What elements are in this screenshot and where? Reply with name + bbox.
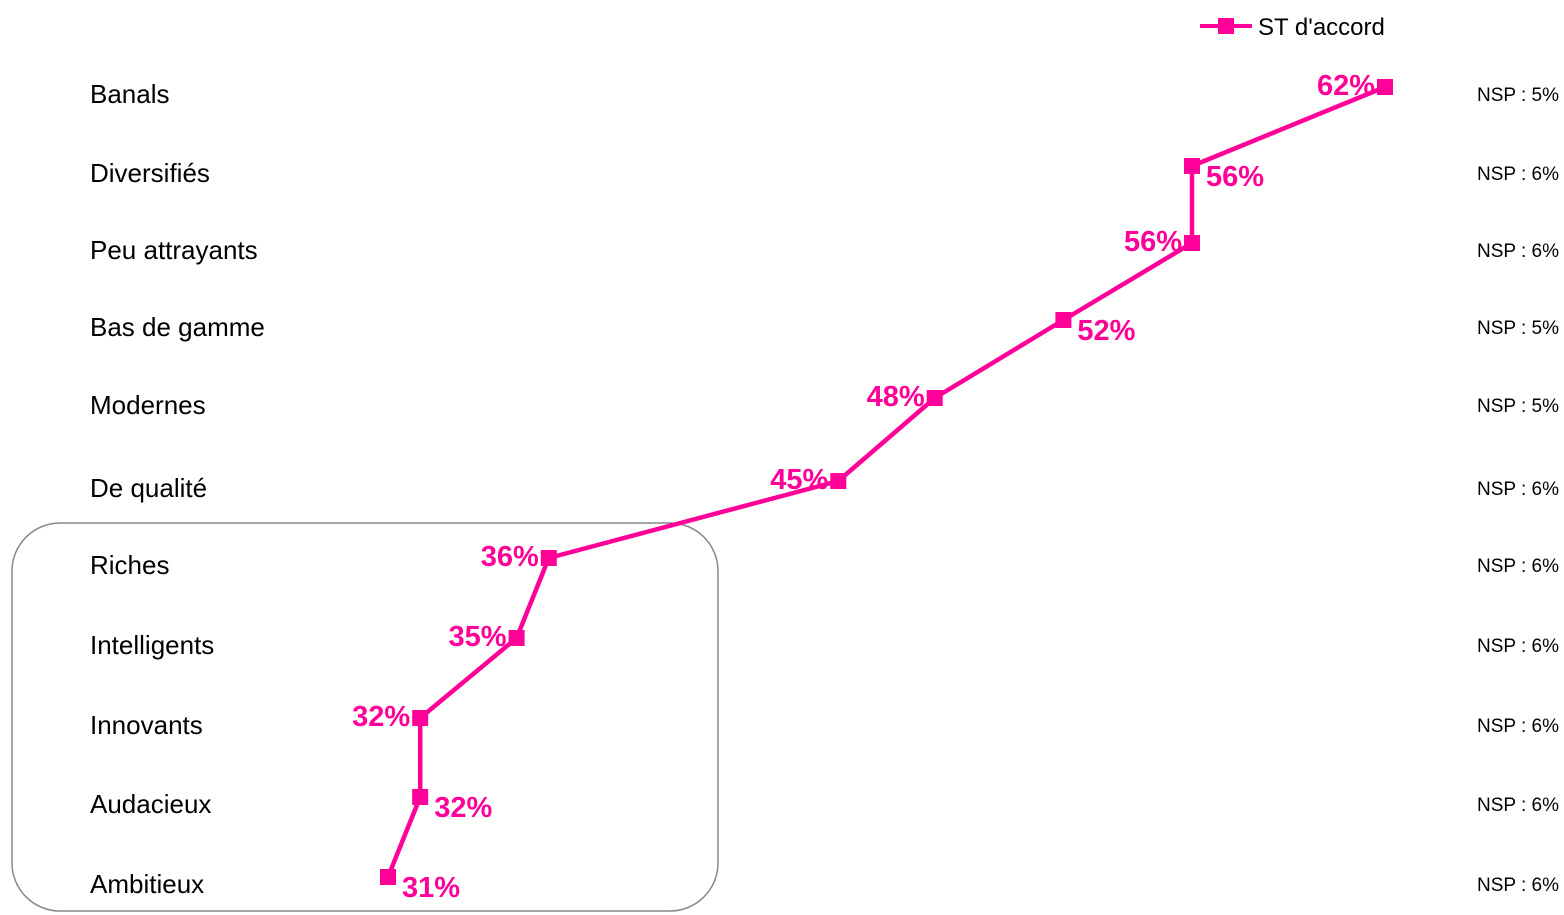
category-label: Riches <box>90 550 169 580</box>
data-point <box>926 390 943 406</box>
data-point <box>380 869 396 885</box>
nsp-label: NSP : 6% <box>1477 795 1559 816</box>
nsp-label: NSP : 5% <box>1477 318 1559 339</box>
data-point <box>540 550 557 566</box>
category-label: De qualité <box>90 473 207 503</box>
data-point <box>1184 158 1200 174</box>
nsp-label: NSP : 5% <box>1477 396 1559 417</box>
category-label: Diversifiés <box>90 158 210 188</box>
highlight-frame <box>11 522 719 912</box>
data-point <box>412 710 429 726</box>
category-label: Innovants <box>90 710 203 740</box>
value-label: 48% <box>867 381 925 413</box>
category-label: Banals <box>90 79 170 109</box>
nsp-label: NSP : 6% <box>1477 556 1559 577</box>
legend-marker <box>1218 18 1234 34</box>
value-label: 62% <box>1317 70 1375 102</box>
value-label: 32% <box>434 792 492 824</box>
data-point <box>1377 79 1393 95</box>
nsp-label: NSP : 6% <box>1477 164 1559 185</box>
value-label: 56% <box>1206 161 1264 193</box>
data-point <box>1055 312 1072 328</box>
series-line <box>385 84 1386 878</box>
nsp-label: NSP : 6% <box>1477 241 1559 262</box>
value-label: 52% <box>1077 315 1135 347</box>
nsp-label: NSP : 6% <box>1477 716 1559 737</box>
legend-label: ST d'accord <box>1258 14 1385 41</box>
category-label: Bas de gamme <box>90 312 265 342</box>
value-label: 35% <box>449 621 507 653</box>
nsp-label: NSP : 6% <box>1477 636 1559 657</box>
value-label: 31% <box>402 872 460 904</box>
nsp-label: NSP : 6% <box>1477 479 1559 500</box>
data-point <box>508 630 525 646</box>
value-label: 32% <box>352 701 410 733</box>
value-label: 45% <box>770 464 828 496</box>
value-label: 56% <box>1124 226 1182 258</box>
nsp-label: NSP : 6% <box>1477 875 1559 896</box>
data-point <box>412 789 429 805</box>
category-label: Ambitieux <box>90 869 204 899</box>
category-label: Modernes <box>90 390 206 420</box>
value-label: 36% <box>481 541 539 573</box>
data-point <box>1184 235 1200 251</box>
category-label: Intelligents <box>90 630 214 660</box>
category-label: Peu attrayants <box>90 235 258 265</box>
category-label: Audacieux <box>90 789 211 819</box>
legend: ST d'accord <box>1200 14 1385 41</box>
nsp-label: NSP : 5% <box>1477 85 1559 106</box>
data-point <box>830 473 847 489</box>
